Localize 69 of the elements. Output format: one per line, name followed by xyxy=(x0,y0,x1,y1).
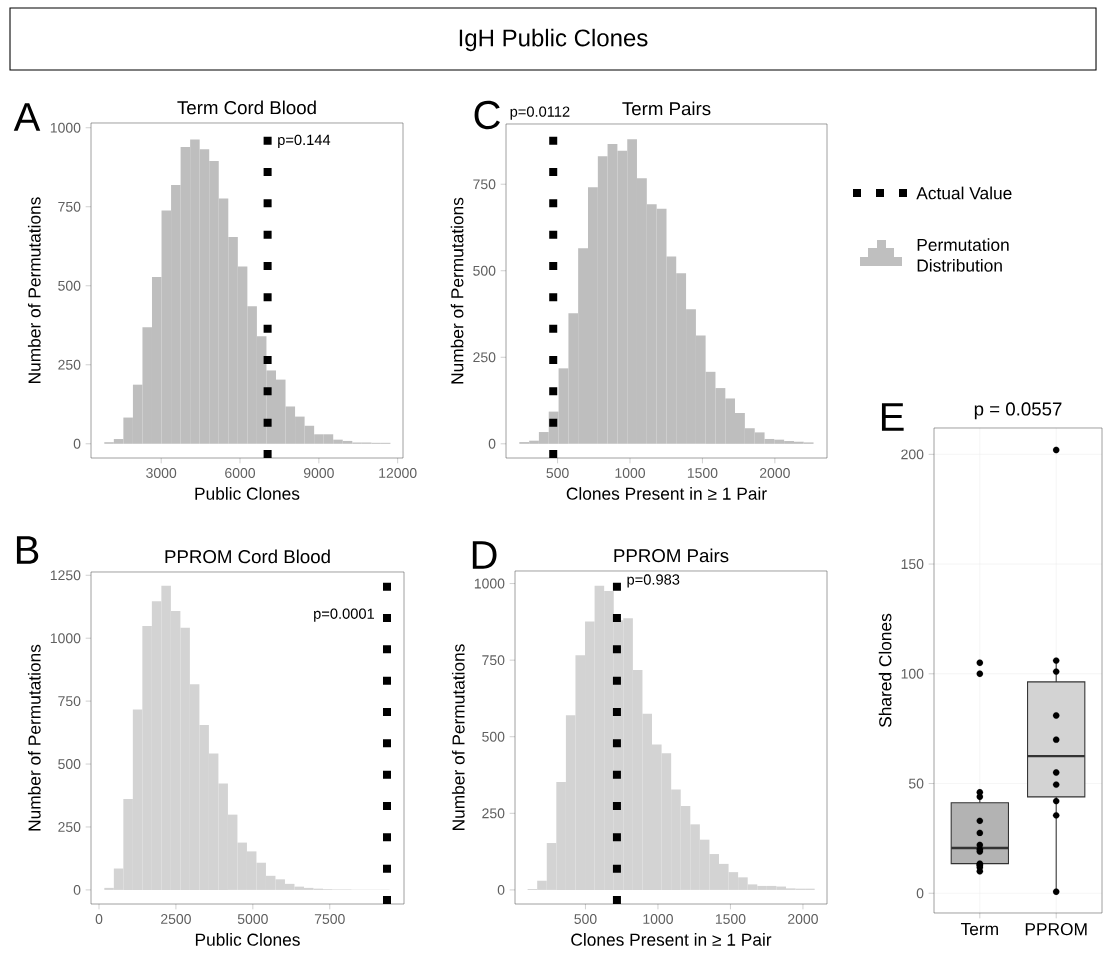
x-tick-label: PPROM xyxy=(1025,923,1087,936)
x-tick-label: 2500 xyxy=(161,914,191,924)
y-tick-label: 0 xyxy=(73,438,81,449)
x-tick-label: 12000 xyxy=(379,468,417,478)
y-tick-label: 200 xyxy=(901,449,924,460)
y-tick-label: 1000 xyxy=(50,122,81,133)
text: E xyxy=(881,403,904,431)
y-tick-label: 250 xyxy=(58,822,81,832)
y-tick-label: 250 xyxy=(58,359,81,370)
y-tick-label: 500 xyxy=(58,280,81,291)
y-tick-label: 750 xyxy=(58,201,81,212)
y-axis-title: Number of Permutations xyxy=(450,197,464,384)
x-tick-label: 1000 xyxy=(615,468,646,478)
text: p=0.0112 xyxy=(510,106,570,120)
y-tick-label: 750 xyxy=(58,696,81,707)
x-tick-label: 1500 xyxy=(687,468,718,478)
y-axis-title: Shared Clones xyxy=(878,613,892,728)
y-tick-label: 0 xyxy=(73,884,81,895)
y-tick-label: 50 xyxy=(908,778,924,789)
y-tick-label: 750 xyxy=(482,655,505,666)
text: IgH Public Clones xyxy=(459,28,648,52)
text: Actual Value xyxy=(916,186,1012,200)
x-axis-title: Public Clones xyxy=(195,487,300,500)
x-axis-title: Clones Present in ≥ 1 Pair xyxy=(571,933,772,946)
x-tick-label: 7500 xyxy=(314,914,345,924)
y-tick-label: 500 xyxy=(482,731,505,742)
x-axis-title: Clones Present in ≥ 1 Pair xyxy=(566,487,767,500)
x-tick-label: 6000 xyxy=(225,468,256,478)
x-tick-label: 1000 xyxy=(643,914,673,924)
chart-title: PPROM Cord Blood xyxy=(165,549,330,564)
annotation: p=0.0001 xyxy=(314,608,374,622)
x-tick-label: 9000 xyxy=(303,468,334,478)
x-tick-label: 2000 xyxy=(760,468,790,478)
y-tick-label: 0 xyxy=(488,438,496,449)
y-tick-label: 1000 xyxy=(474,578,505,589)
x-tick-label: 3000 xyxy=(146,468,177,478)
x-tick-label: 5000 xyxy=(237,914,268,924)
y-tick-label: 500 xyxy=(58,759,81,770)
x-tick-label: 1500 xyxy=(715,914,746,924)
annotation: p=0.983 xyxy=(627,574,680,588)
chart-title: PPROM Pairs xyxy=(614,548,729,563)
x-tick-label: Term xyxy=(960,923,998,936)
x-tick-label: 500 xyxy=(546,468,569,478)
y-tick-label: 750 xyxy=(473,179,496,190)
y-tick-label: 250 xyxy=(482,808,505,819)
text: B xyxy=(16,536,39,564)
text: A xyxy=(13,103,41,131)
y-tick-label: 1250 xyxy=(50,570,81,581)
y-axis-title: Number of Permutations xyxy=(27,644,41,831)
y-axis-title: Number of Permutations xyxy=(451,644,465,831)
text: Permutation Distribution xyxy=(917,238,1009,272)
y-tick-label: 150 xyxy=(901,559,924,570)
chart-title: Term Pairs xyxy=(622,101,711,116)
text: C xyxy=(474,100,500,130)
y-tick-label: 250 xyxy=(473,352,496,363)
y-axis-title: Number of Permutations xyxy=(27,197,41,383)
y-tick-label: 1000 xyxy=(50,633,81,644)
x-tick-label: 0 xyxy=(95,914,103,924)
text: D xyxy=(472,541,497,569)
y-tick-label: 100 xyxy=(901,668,924,679)
chart-title: Term Cord Blood xyxy=(177,100,316,115)
annotation: p=0.144 xyxy=(278,134,331,148)
x-tick-label: 2000 xyxy=(788,914,818,924)
y-tick-label: 500 xyxy=(473,265,496,276)
x-axis-title: Public Clones xyxy=(195,933,300,946)
chart-title: p = 0.0557 xyxy=(974,402,1062,420)
y-tick-label: 0 xyxy=(916,888,924,899)
y-tick-label: 0 xyxy=(497,884,505,895)
x-tick-label: 500 xyxy=(574,914,597,924)
